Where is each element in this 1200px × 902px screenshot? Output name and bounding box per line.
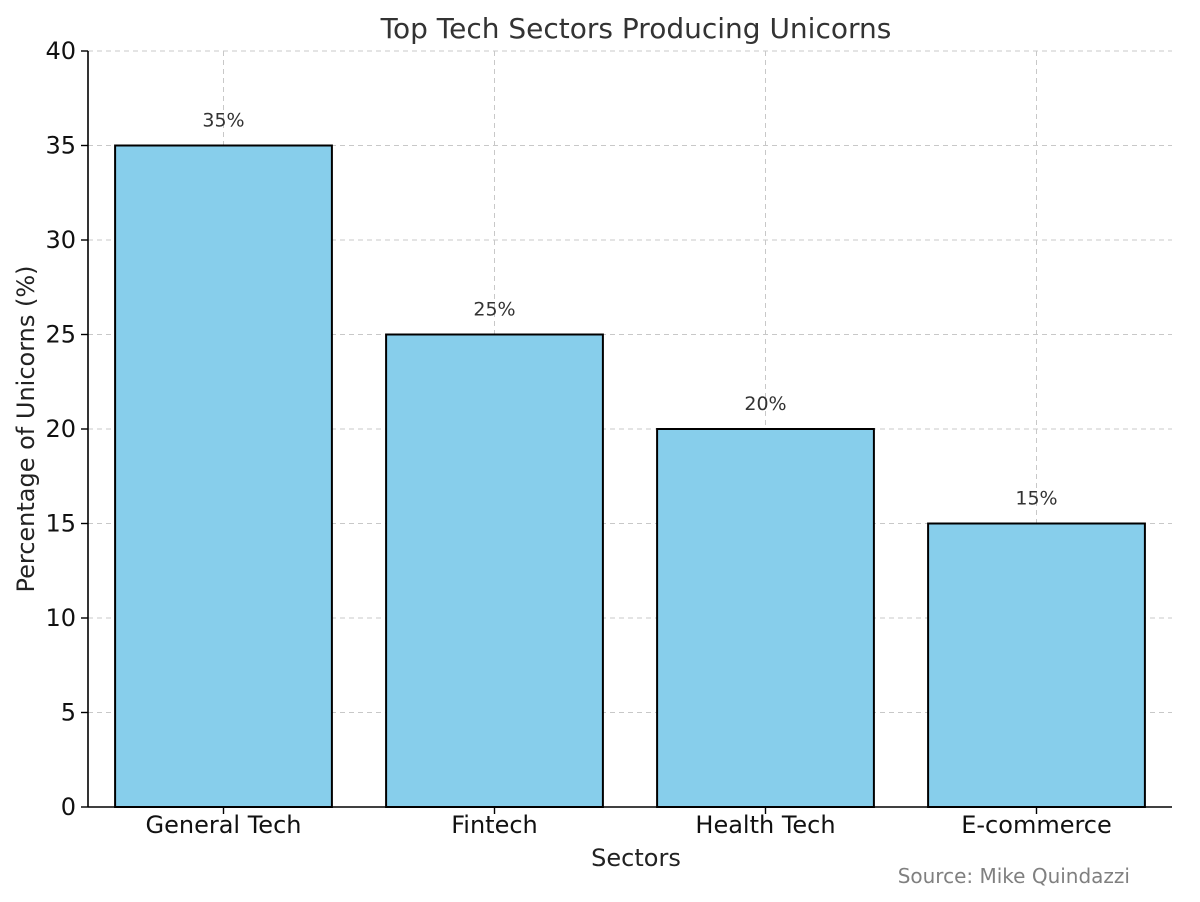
bar-fintech [385, 333, 604, 808]
data-label: 20% [744, 393, 786, 415]
chart-title: Top Tech Sectors Producing Unicorns [380, 12, 892, 45]
y-axis-label: Percentage of Unicorns (%) [12, 265, 40, 592]
x-axis-label: Sectors [591, 844, 681, 872]
bar-e-commerce [927, 522, 1146, 808]
y-tick-label: 5 [61, 699, 76, 727]
y-tick-label: 20 [45, 415, 76, 443]
data-label: 35% [202, 110, 244, 132]
y-tick-label: 15 [45, 510, 76, 538]
y-tick-label: 30 [45, 226, 76, 254]
data-label: 25% [473, 299, 515, 321]
y-tick-label: 25 [45, 321, 76, 349]
bar-health-tech [656, 428, 875, 808]
y-tick-label: 35 [45, 132, 76, 160]
axes [81, 50, 1172, 814]
y-tick-label: 10 [45, 604, 76, 632]
x-tick-label: E-commerce [961, 811, 1112, 839]
source-note: Source: Mike Quindazzi [898, 864, 1130, 888]
bars [114, 144, 1146, 808]
data-label: 15% [1015, 488, 1057, 510]
bar-general-tech [114, 144, 333, 808]
x-tick-label: General Tech [146, 811, 302, 839]
x-tick-label: Health Tech [695, 811, 835, 839]
y-tick-label: 0 [61, 793, 76, 821]
labels: 0 5 10 15 20 25 30 35 40 35% 25% 20% 15% General Tech… [45, 37, 1111, 839]
x-tick-label: Fintech [451, 811, 538, 839]
y-tick-label: 40 [45, 37, 76, 65]
